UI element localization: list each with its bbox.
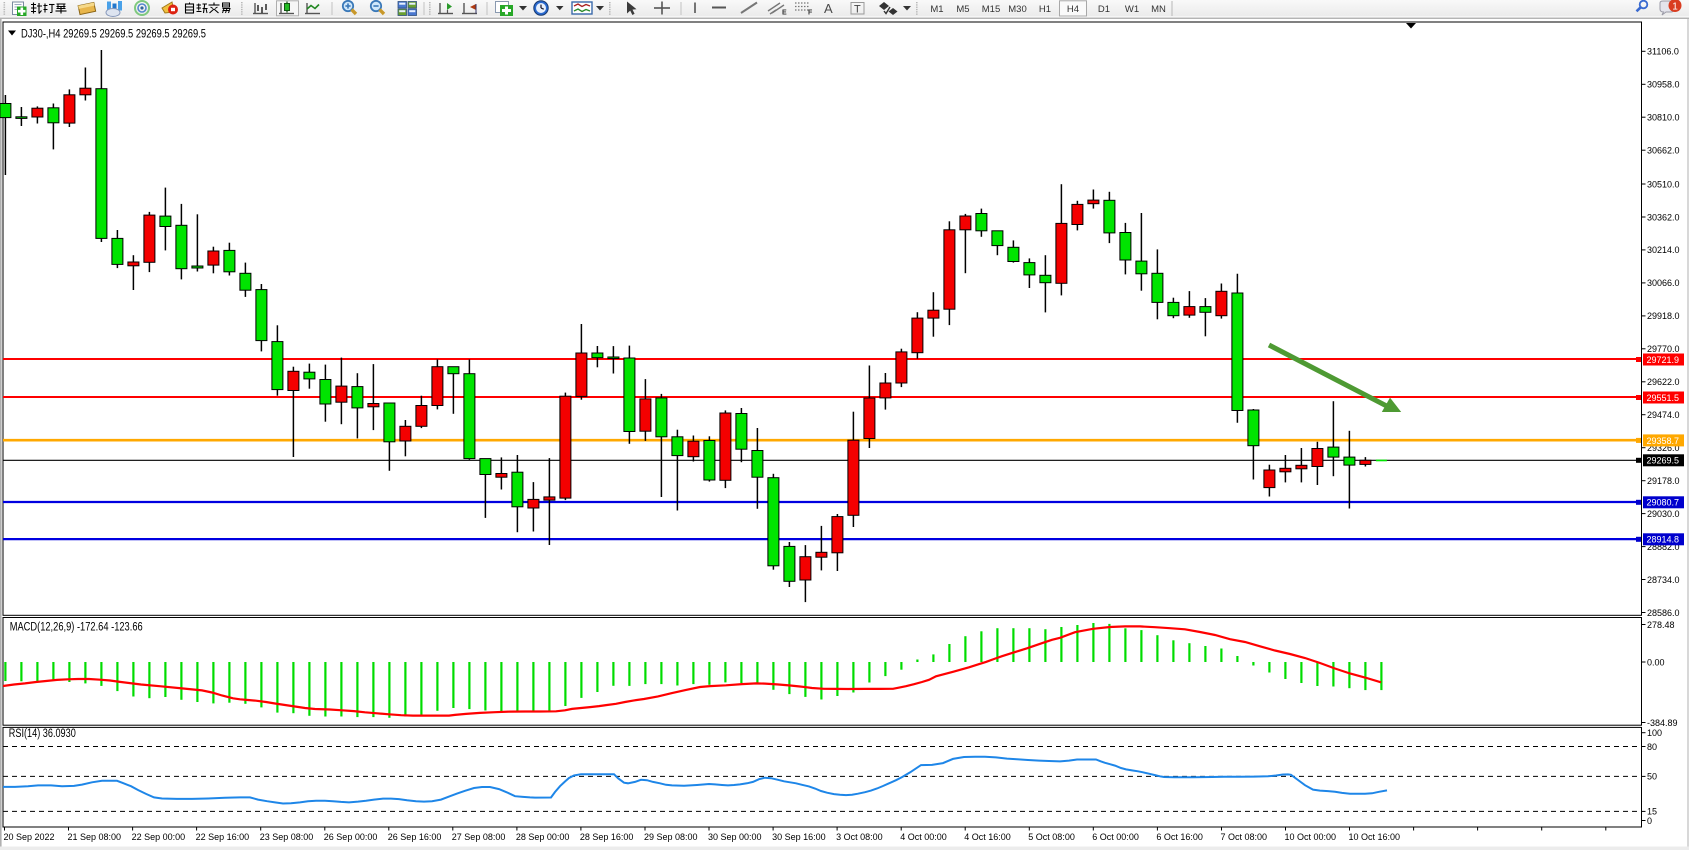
svg-text:W1: W1 (1125, 4, 1139, 15)
svg-text:M15: M15 (982, 4, 1000, 15)
svg-text:28882.0: 28882.0 (1647, 542, 1680, 552)
svg-text:M30: M30 (1008, 4, 1026, 15)
svg-text:29474.0: 29474.0 (1647, 410, 1680, 420)
svg-text:28 Sep 16:00: 28 Sep 16:00 (580, 832, 634, 842)
svg-text:29551.5: 29551.5 (1647, 393, 1680, 403)
svg-text:29918.0: 29918.0 (1647, 311, 1680, 321)
svg-text:29178.0: 29178.0 (1647, 476, 1680, 486)
svg-text:30214.0: 30214.0 (1647, 245, 1680, 255)
svg-text:31106.0: 31106.0 (1647, 47, 1679, 57)
svg-text:30810.0: 30810.0 (1647, 113, 1680, 123)
svg-text:29358.7: 29358.7 (1647, 436, 1680, 446)
svg-text:MN: MN (1151, 4, 1166, 15)
svg-text:30362.0: 30362.0 (1647, 212, 1680, 222)
svg-text:22 Sep 00:00: 22 Sep 00:00 (132, 832, 186, 842)
svg-text:10 Oct 00:00: 10 Oct 00:00 (1285, 832, 1337, 842)
svg-text:29030.0: 29030.0 (1647, 509, 1680, 519)
svg-text:30958.0: 30958.0 (1647, 80, 1680, 90)
svg-text:28586.0: 28586.0 (1647, 608, 1680, 618)
svg-text:A: A (824, 1, 833, 16)
svg-text:29 Sep 08:00: 29 Sep 08:00 (644, 832, 698, 842)
svg-text:0: 0 (1647, 816, 1652, 826)
svg-text:29770.0: 29770.0 (1647, 344, 1680, 354)
svg-text:4 Oct 16:00: 4 Oct 16:00 (964, 832, 1011, 842)
svg-text:30066.0: 30066.0 (1647, 278, 1680, 288)
svg-text:22 Sep 16:00: 22 Sep 16:00 (196, 832, 250, 842)
svg-text:30 Sep 00:00: 30 Sep 00:00 (708, 832, 762, 842)
svg-text:26 Sep 16:00: 26 Sep 16:00 (388, 832, 442, 842)
svg-text:29269.5: 29269.5 (1647, 456, 1680, 466)
svg-text:H1: H1 (1039, 4, 1051, 15)
svg-text:27 Sep 08:00: 27 Sep 08:00 (452, 832, 506, 842)
svg-text:80: 80 (1647, 742, 1657, 752)
svg-text:M1: M1 (930, 4, 943, 15)
svg-text:28734.0: 28734.0 (1647, 575, 1680, 585)
svg-text:29080.7: 29080.7 (1647, 498, 1680, 508)
svg-text:278.48: 278.48 (1647, 620, 1675, 630)
svg-text:20 Sep 2022: 20 Sep 2022 (4, 832, 55, 842)
svg-text:5 Oct 08:00: 5 Oct 08:00 (1028, 832, 1075, 842)
svg-text:28 Sep 00:00: 28 Sep 00:00 (516, 832, 570, 842)
svg-text:100: 100 (1647, 728, 1662, 738)
svg-text:23 Sep 08:00: 23 Sep 08:00 (260, 832, 314, 842)
svg-text:T: T (854, 4, 861, 16)
svg-text:28914.8: 28914.8 (1647, 535, 1680, 545)
svg-text:D1: D1 (1098, 4, 1110, 15)
svg-text:10 Oct 16:00: 10 Oct 16:00 (1349, 832, 1401, 842)
svg-text:21 Sep 08:00: 21 Sep 08:00 (68, 832, 122, 842)
svg-text:7 Oct 08:00: 7 Oct 08:00 (1221, 832, 1268, 842)
svg-text:MACD(12,26,9) -172.64 -123.66: MACD(12,26,9) -172.64 -123.66 (10, 621, 143, 633)
svg-text:M5: M5 (956, 4, 969, 15)
svg-text:6 Oct 16:00: 6 Oct 16:00 (1156, 832, 1203, 842)
svg-text:6 Oct 00:00: 6 Oct 00:00 (1092, 832, 1139, 842)
svg-text:RSI(14) 36.0930: RSI(14) 36.0930 (9, 728, 76, 740)
svg-text:DJ30-,H4 29269.5 29269.5 2926: DJ30-,H4 29269.5 29269.5 29269.5 29269.5 (21, 26, 206, 40)
svg-text:29326.0: 29326.0 (1647, 443, 1680, 453)
svg-text:3 Oct 08:00: 3 Oct 08:00 (836, 832, 883, 842)
svg-text:29721.9: 29721.9 (1647, 355, 1680, 365)
svg-text:30 Sep 16:00: 30 Sep 16:00 (772, 832, 826, 842)
svg-text:F: F (808, 10, 813, 17)
svg-text:50: 50 (1647, 772, 1657, 782)
svg-text:1: 1 (1672, 2, 1678, 13)
svg-text:15: 15 (1647, 807, 1657, 817)
svg-text:26 Sep 00:00: 26 Sep 00:00 (324, 832, 378, 842)
svg-text:29622.0: 29622.0 (1647, 377, 1680, 387)
svg-text:E: E (782, 10, 787, 17)
svg-text:30662.0: 30662.0 (1647, 146, 1680, 156)
svg-text:-384.89: -384.89 (1647, 718, 1678, 728)
svg-text:0.00: 0.00 (1647, 657, 1665, 667)
svg-text:4 Oct 00:00: 4 Oct 00:00 (900, 832, 947, 842)
svg-text:H4: H4 (1067, 4, 1079, 15)
svg-text:30510.0: 30510.0 (1647, 179, 1680, 189)
